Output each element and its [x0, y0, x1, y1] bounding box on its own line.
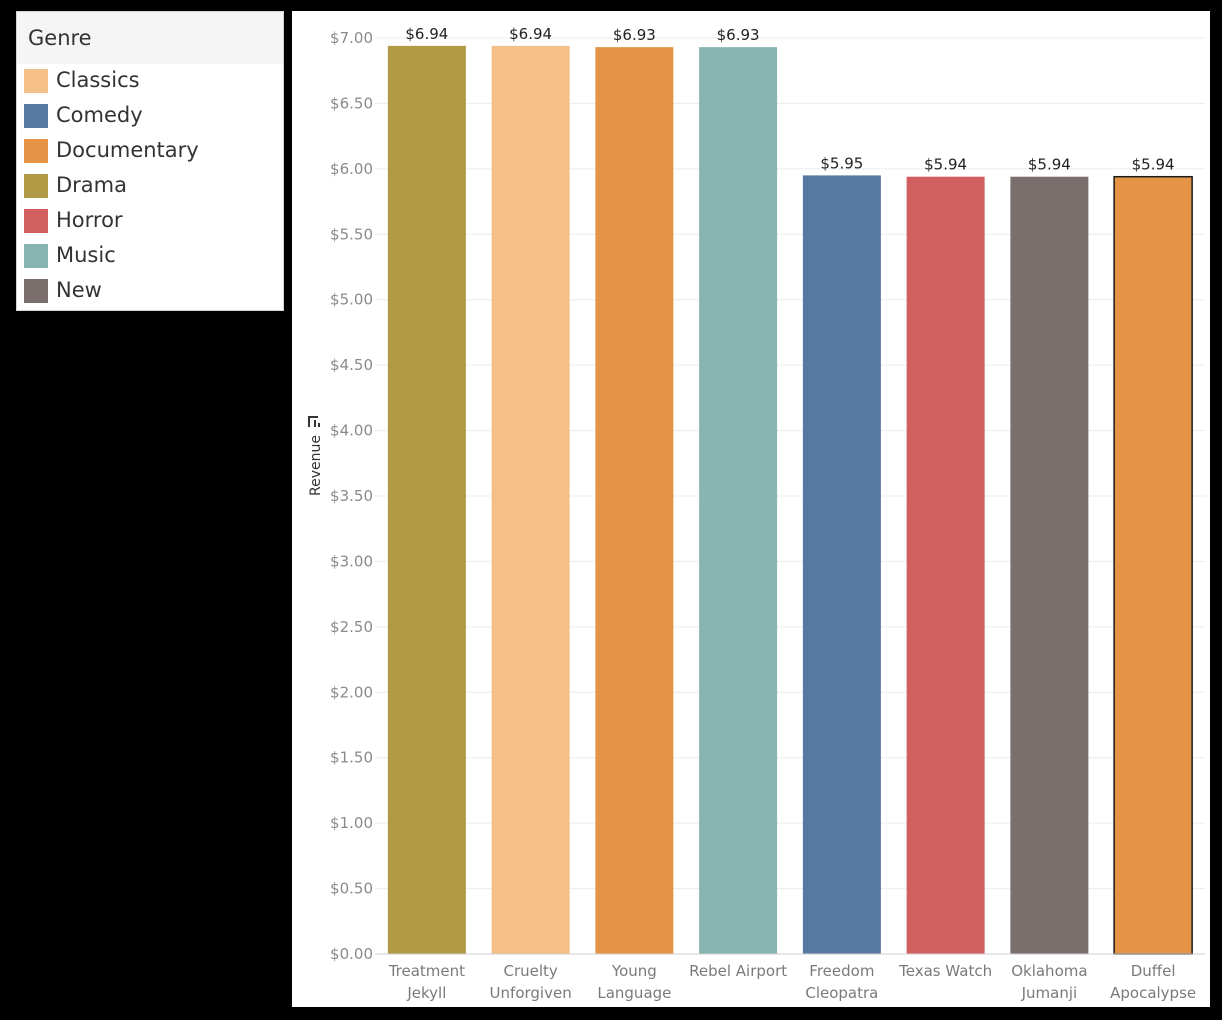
- y-tick-label: $0.50: [330, 880, 373, 898]
- y-tick-label: $1.50: [330, 749, 373, 767]
- bar[interactable]: [699, 47, 778, 955]
- bar-value-label: $5.94: [1132, 156, 1175, 174]
- bar-value-label: $5.94: [1028, 156, 1071, 174]
- legend-label-classics: Classics: [56, 68, 140, 92]
- y-tick-label: $5.50: [330, 225, 373, 243]
- revenue-bar-chart: $0.00 $0.50 $1.00 $1.50 $2.00 $2.50 $3.00 $3.50…: [308, 25, 1205, 1002]
- x-category-label: Rebel Airport: [689, 962, 787, 980]
- legend-label-comedy: Comedy: [56, 103, 143, 127]
- x-category-label: Texas Watch: [898, 962, 992, 980]
- y-axis-ticks: $0.00 $0.50 $1.00 $1.50 $2.00 $2.50 $3.00 $3.50…: [330, 29, 373, 963]
- legend-label-music: Music: [56, 243, 116, 267]
- bar-value-label: $5.94: [924, 156, 967, 174]
- y-tick-label: $2.50: [330, 618, 373, 636]
- bar[interactable]: [491, 45, 570, 954]
- x-category-label: Jekyll: [406, 984, 446, 1002]
- bar[interactable]: [906, 176, 985, 955]
- legend-label-horror: Horror: [56, 208, 123, 232]
- legend-swatch-comedy: [24, 104, 48, 128]
- legend-swatch-classics: [24, 69, 48, 93]
- category-labels: Treatment Jekyll Cruelty Unforgiven Young Lan…: [388, 962, 1196, 1002]
- y-tick-label: $4.00: [330, 422, 373, 440]
- chart-panel: $0.00 $0.50 $1.00 $1.50 $2.00 $2.50 $3.00 $3.50…: [292, 11, 1210, 1007]
- sort-icon[interactable]: [308, 416, 320, 427]
- bar-value-label: $6.93: [613, 26, 656, 44]
- x-category-label: Unforgiven: [490, 984, 572, 1002]
- bars: [387, 45, 1193, 955]
- legend-label-drama: Drama: [56, 173, 127, 197]
- genre-legend: Genre Classics Comedy Documentary Drama …: [16, 11, 284, 311]
- y-tick-label: $0.00: [330, 945, 373, 963]
- bar[interactable]: [595, 47, 674, 955]
- x-category-label: Cruelty: [503, 962, 557, 980]
- bar[interactable]: [387, 45, 466, 954]
- legend-swatch-horror: [24, 209, 48, 233]
- legend-swatch-documentary: [24, 139, 48, 163]
- y-tick-label: $4.50: [330, 356, 373, 374]
- x-category-label: Language: [597, 984, 671, 1002]
- y-tick-label: $1.00: [330, 814, 373, 832]
- x-category-label: Oklahoma: [1011, 962, 1087, 980]
- x-category-label: Apocalypse: [1110, 984, 1196, 1002]
- bar-value-label: $6.94: [405, 25, 448, 43]
- bar[interactable]: [802, 175, 881, 954]
- x-category-label: Duffel: [1131, 962, 1176, 980]
- legend-label-new: New: [56, 278, 102, 302]
- y-tick-label: $6.00: [330, 160, 373, 178]
- value-labels: $6.94 $6.94 $6.93 $6.93 $5.95 $5.94 $5.94 $5.94: [405, 25, 1174, 174]
- bar-value-label: $5.95: [820, 154, 863, 172]
- bar-value-label: $6.93: [717, 26, 760, 44]
- y-tick-label: $6.50: [330, 94, 373, 112]
- x-category-label: Jumanji: [1021, 984, 1078, 1002]
- bar-value-label: $6.94: [509, 25, 552, 43]
- x-category-label: Treatment: [388, 962, 465, 980]
- y-axis-label: Revenue: [308, 435, 324, 496]
- y-tick-label: $7.00: [330, 29, 373, 47]
- y-tick-label: $2.00: [330, 683, 373, 701]
- bar[interactable]: [1113, 175, 1193, 955]
- x-category-label: Young: [611, 962, 657, 980]
- legend-swatch-new: [24, 279, 48, 303]
- legend-swatch-music: [24, 244, 48, 268]
- y-tick-label: $3.50: [330, 487, 373, 505]
- y-tick-label: $5.00: [330, 291, 373, 309]
- x-category-label: Freedom: [809, 962, 874, 980]
- legend-label-documentary: Documentary: [56, 138, 199, 162]
- y-tick-label: $3.00: [330, 552, 373, 570]
- x-category-label: Cleopatra: [805, 984, 878, 1002]
- legend-title: Genre: [17, 12, 283, 64]
- legend-swatch-drama: [24, 174, 48, 198]
- bar[interactable]: [1010, 176, 1089, 955]
